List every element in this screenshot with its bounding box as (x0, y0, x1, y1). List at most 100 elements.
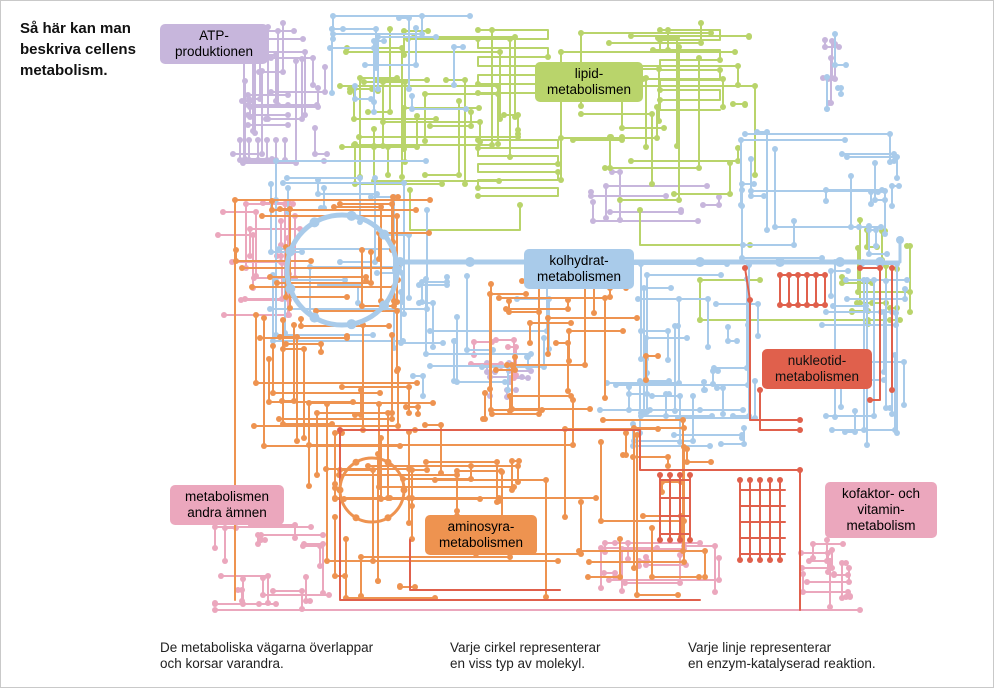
reaction-line (320, 187, 325, 209)
molecule-node (672, 323, 678, 329)
molecule-node (739, 203, 745, 209)
molecule-node (502, 379, 508, 385)
molecule-node (857, 217, 863, 223)
molecule-node (545, 351, 551, 357)
molecule-node (525, 375, 531, 381)
molecule-node (562, 514, 568, 520)
molecule-node (894, 154, 900, 160)
molecule-node (307, 598, 313, 604)
molecule-node (566, 358, 572, 364)
molecule-node (655, 353, 661, 359)
molecule-node (677, 580, 683, 586)
molecule-node (668, 285, 674, 291)
molecule-node (394, 308, 400, 314)
molecule-node (253, 380, 259, 386)
reaction-line (508, 300, 540, 313)
molecule-node (570, 137, 576, 143)
molecule-node (804, 579, 810, 585)
molecule-node (464, 273, 470, 279)
molecule-node (324, 151, 330, 157)
molecule-node (568, 393, 574, 399)
molecule-node (468, 463, 474, 469)
molecule-node (656, 66, 662, 72)
molecule-node (654, 135, 660, 141)
molecule-node (872, 197, 878, 203)
molecule-node (716, 194, 722, 200)
molecule-node (855, 245, 861, 251)
molecule-node (598, 439, 604, 445)
molecule-node (276, 246, 282, 252)
molecule-node (892, 427, 898, 433)
molecule-node (677, 393, 683, 399)
molecule-node (739, 432, 745, 438)
molecule-node (456, 172, 462, 178)
reaction-line (609, 136, 612, 169)
molecule-node (677, 472, 683, 478)
molecule-node (843, 62, 849, 68)
molecule-node (359, 247, 365, 253)
molecule-node (426, 230, 432, 236)
molecule-node (894, 175, 900, 181)
molecule-node (394, 368, 400, 374)
molecule-node (439, 181, 445, 187)
molecule-node (291, 322, 297, 328)
molecule-node (626, 384, 632, 390)
molecule-node (253, 312, 259, 318)
molecule-node (665, 357, 671, 363)
molecule-node (720, 385, 726, 391)
molecule-node (370, 558, 376, 564)
molecule-node (585, 574, 591, 580)
molecule-node (543, 477, 549, 483)
molecule-node (566, 328, 572, 334)
molecule-node (267, 306, 273, 312)
molecule-node (641, 285, 647, 291)
molecule-node (697, 317, 703, 323)
heading-line-2: beskriva cellens (20, 41, 136, 58)
molecule-node (496, 498, 502, 504)
molecule-node (358, 554, 364, 560)
molecule-node (829, 565, 835, 571)
molecule-node (298, 323, 304, 329)
molecule-node (889, 183, 895, 189)
molecule-node (330, 36, 336, 42)
molecule-node (505, 344, 511, 350)
molecule-node (667, 472, 673, 478)
molecule-node (671, 432, 677, 438)
molecule-node (665, 328, 671, 334)
molecule-node (600, 417, 606, 423)
molecule-node (893, 322, 899, 328)
molecule-node (628, 33, 634, 39)
molecule-node (601, 570, 607, 576)
molecule-node (545, 315, 551, 321)
molecule-node (747, 297, 753, 303)
molecule-node (282, 137, 288, 143)
molecule-node (438, 422, 444, 428)
molecule-node (451, 44, 457, 50)
molecule-node (619, 125, 625, 131)
molecule-node (240, 576, 246, 582)
molecule-node (454, 314, 460, 320)
molecule-node (257, 335, 263, 341)
molecule-node (326, 592, 332, 598)
molecule-node (344, 294, 350, 300)
molecule-node (617, 197, 623, 203)
molecule-node (451, 338, 457, 344)
molecule-node (259, 213, 265, 219)
molecule-node (336, 486, 344, 494)
molecule-node (239, 265, 245, 271)
molecule-node (717, 67, 723, 73)
molecule-node (649, 393, 655, 399)
molecule-node (881, 309, 887, 315)
molecule-node (657, 537, 663, 543)
molecule-node (741, 441, 747, 447)
molecule-node (791, 218, 797, 224)
reaction-line (891, 185, 900, 207)
molecule-node (643, 353, 649, 359)
molecule-node (215, 232, 221, 238)
molecule-node (267, 274, 273, 280)
molecule-node (902, 286, 908, 292)
molecule-node (423, 158, 429, 164)
molecule-node (488, 281, 494, 287)
molecule-node (742, 131, 748, 137)
molecule-node (882, 188, 888, 194)
